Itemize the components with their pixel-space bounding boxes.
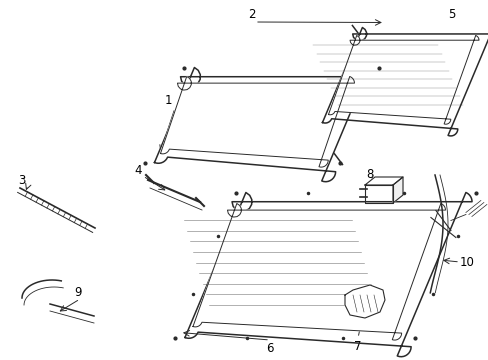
Text: 7: 7 — [353, 339, 361, 352]
Text: 6: 6 — [265, 342, 273, 355]
Polygon shape — [184, 193, 471, 357]
Polygon shape — [160, 77, 354, 167]
Polygon shape — [193, 203, 445, 340]
Text: 3: 3 — [18, 174, 26, 186]
Text: 10: 10 — [459, 256, 473, 269]
Polygon shape — [322, 27, 488, 136]
Polygon shape — [392, 177, 402, 203]
Text: 8: 8 — [366, 168, 373, 181]
Text: 2: 2 — [248, 9, 255, 22]
Text: 4: 4 — [134, 163, 142, 176]
Polygon shape — [328, 36, 478, 124]
Text: 9: 9 — [74, 287, 81, 300]
Polygon shape — [154, 68, 375, 182]
Text: 5: 5 — [447, 9, 455, 22]
Polygon shape — [345, 285, 384, 318]
Text: 1: 1 — [164, 94, 171, 108]
Polygon shape — [364, 177, 402, 185]
